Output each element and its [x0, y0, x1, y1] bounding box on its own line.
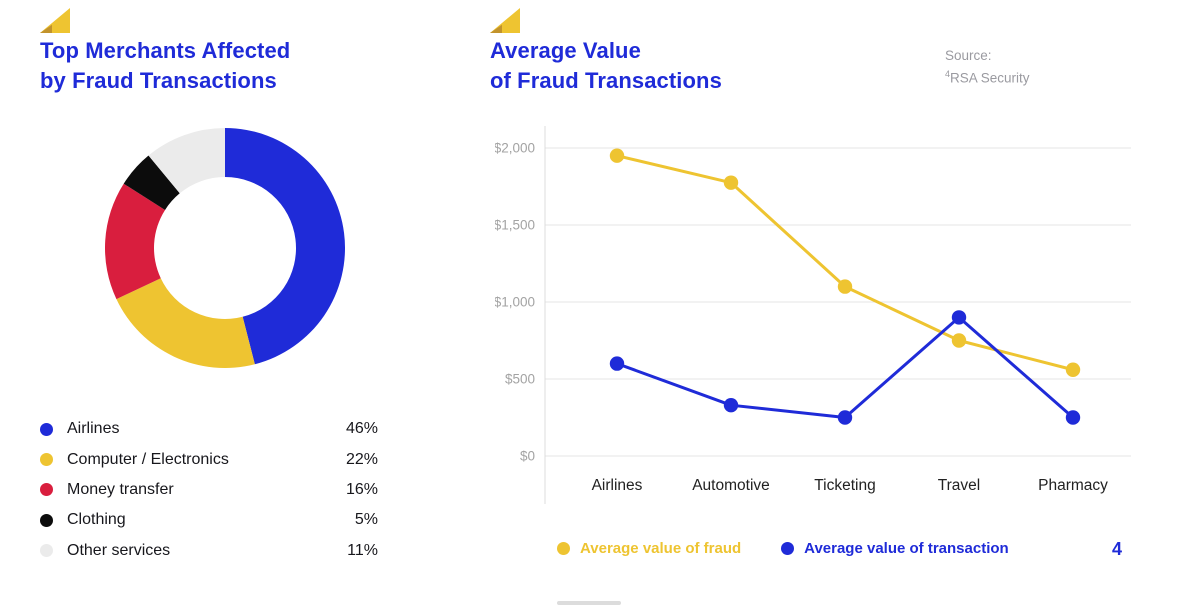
data-point	[837, 279, 853, 294]
donut-slice-other-services	[148, 128, 225, 194]
left-chart-title: Top Merchants Affected by Fraud Transact…	[40, 36, 290, 96]
data-point	[951, 310, 967, 325]
left-chart-title-line2: by Fraud Transactions	[40, 68, 277, 93]
legend-dot-computer-electronics	[40, 453, 53, 467]
legend-label: Computer / Electronics	[67, 450, 229, 468]
legend-label: Airlines	[67, 420, 120, 438]
legend-row-other-services: Other services 11%	[40, 536, 378, 566]
line-chart-legend: Average value of fraud Average value of …	[557, 540, 1009, 557]
legend-value: 5%	[354, 511, 378, 529]
x-axis-tick-label: Airlines	[592, 477, 643, 494]
left-chart-title-line1: Top Merchants Affected	[40, 38, 291, 63]
legend-dot-other-services	[40, 544, 53, 558]
legend-value: 46%	[345, 420, 378, 438]
legend-label-transaction: Average value of transaction	[804, 540, 1009, 557]
legend-dot-money-transfer	[40, 483, 53, 497]
data-point	[723, 175, 739, 190]
legend-item-fraud: Average value of fraud	[557, 540, 741, 557]
x-axis-tick-label: Travel	[938, 477, 981, 494]
donut-slice-clothing	[123, 155, 180, 210]
right-chart-title: Average Value of Fraud Transactions	[490, 36, 722, 96]
donut-slice-airlines	[225, 128, 346, 365]
series-line-average-value-of-transaction	[615, 315, 1075, 419]
donut-chart-svg	[104, 128, 346, 368]
data-point	[723, 397, 739, 413]
data-point	[1065, 410, 1081, 425]
right-chart-title-line1: Average Value	[490, 38, 641, 63]
y-axis-tick-label: $1,000	[495, 295, 535, 310]
bottom-page-indicator	[557, 601, 621, 605]
donut-chart	[104, 128, 346, 368]
legend-row-airlines: Airlines 46%	[40, 414, 378, 444]
y-axis-tick-label: $1,500	[495, 218, 535, 233]
legend-row-money-transfer: Money transfer 16%	[40, 475, 378, 505]
source-label: Source:	[945, 48, 992, 63]
source-note: Source: 4RSA Security	[945, 46, 1030, 88]
donut-legend: Airlines 46% Computer / Electronics 22% …	[40, 414, 378, 566]
legend-dot-fraud	[557, 542, 570, 555]
donut-slice-computer-electronics	[116, 278, 255, 368]
right-accent-triangle-icon	[490, 8, 520, 33]
right-chart-title-line2: of Fraud Transactions	[490, 68, 722, 93]
legend-dot-clothing	[40, 513, 53, 527]
legend-value: 11%	[347, 541, 378, 559]
legend-value: 22%	[345, 450, 378, 468]
data-point	[609, 148, 625, 163]
legend-label-fraud: Average value of fraud	[580, 540, 742, 557]
legend-row-clothing: Clothing 5%	[40, 505, 378, 535]
legend-label: Clothing	[67, 511, 126, 529]
legend-value: 16%	[345, 480, 378, 498]
x-axis-tick-label: Ticketing	[814, 477, 875, 494]
legend-label: Money transfer	[67, 480, 174, 498]
data-point	[609, 356, 625, 371]
legend-row-computer-electronics: Computer / Electronics 22%	[40, 444, 378, 474]
x-axis-tick-label: Automotive	[692, 477, 770, 494]
line-chart-svg: $0 $500 $1,000 $1,500 $2,000 Airlines Automoti…	[494, 126, 1131, 504]
y-axis-tick-label: $500	[505, 372, 535, 387]
data-point	[1065, 362, 1081, 377]
page-number: 4	[1112, 539, 1123, 559]
data-point	[951, 333, 967, 348]
y-axis-tick-label: $0	[520, 449, 535, 464]
legend-label: Other services	[67, 541, 171, 559]
source-ref: RSA Security	[950, 70, 1030, 86]
series-line-average-value-of-fraud	[615, 154, 1075, 372]
legend-item-transaction: Average value of transaction	[781, 540, 1009, 557]
source-superscript: 4	[945, 69, 951, 79]
data-point	[837, 410, 853, 425]
donut-slice-money-transfer	[104, 183, 166, 300]
legend-dot-transaction	[781, 542, 795, 555]
x-axis-tick-label: Pharmacy	[1038, 477, 1108, 494]
y-axis-tick-label: $2,000	[495, 141, 535, 156]
legend-dot-airlines	[40, 422, 53, 436]
left-accent-triangle-icon	[40, 8, 70, 33]
line-chart: $0 $500 $1,000 $1,500 $2,000 Airlines Automoti…	[494, 120, 1140, 510]
